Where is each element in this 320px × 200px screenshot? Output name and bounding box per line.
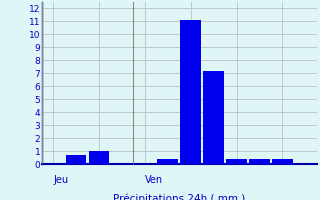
Text: Précipitations 24h ( mm ): Précipitations 24h ( mm ) [113, 193, 245, 200]
Bar [89, 151, 109, 164]
Bar [157, 159, 178, 164]
Text: Jeu: Jeu [53, 175, 68, 185]
Bar [180, 20, 201, 164]
Bar [249, 159, 270, 164]
Bar [203, 71, 224, 164]
Text: Ven: Ven [145, 175, 163, 185]
Bar [66, 155, 86, 164]
Bar [226, 159, 247, 164]
Bar [272, 159, 293, 164]
